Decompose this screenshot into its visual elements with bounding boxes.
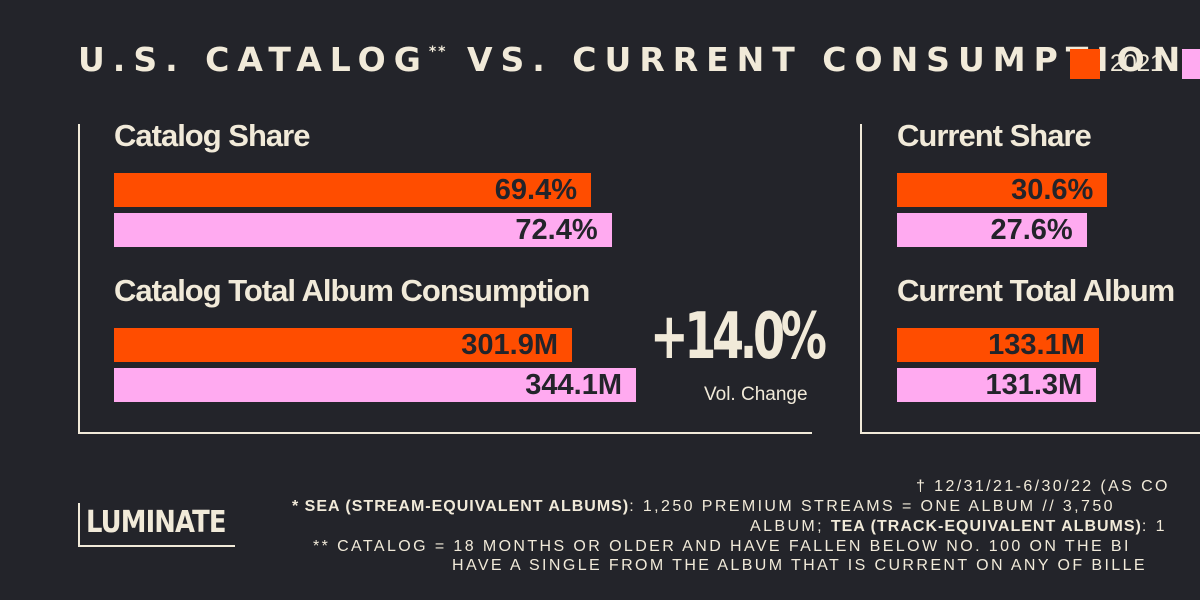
chart-title: U.S. CATALOG** VS. CURRENT CONSUMPTION	[78, 40, 1188, 79]
footnote-sea: * SEA (STREAM-EQUIVALENT ALBUMS): 1,250 …	[292, 498, 1115, 515]
current-consumption-title: Current Total Album	[897, 273, 1175, 308]
catalog-consumption-title: Catalog Total Album Consumption	[114, 273, 590, 308]
current-share-bar-label-2022: 27.6%	[990, 214, 1073, 246]
title-main: U.S. CATALOG	[78, 40, 429, 79]
footnote-current-definition: HAVE A SINGLE FROM THE ALBUM THAT IS CUR…	[452, 557, 1147, 574]
legend-swatch-2021	[1070, 49, 1100, 79]
footnote-tea: ALBUM; TEA (TRACK-EQUIVALENT ALBUMS): 1	[750, 518, 1167, 535]
luminate-logo: LUMINATE	[78, 503, 235, 547]
current-share-bar-label-2021: 30.6%	[1011, 174, 1094, 206]
footnote-date-range: † 12/31/21-6/30/22 (AS CO	[916, 478, 1170, 495]
volume-change-label: Vol. Change	[704, 384, 808, 405]
current-consumption-bar-2021: 133.1M	[897, 328, 1099, 362]
footnote-catalog-definition: ** CATALOG = 18 MONTHS OR OLDER AND HAVE…	[313, 538, 1131, 555]
title-rest: VS. CURRENT CONSUMPTION	[466, 40, 1189, 79]
current-panel	[860, 124, 1200, 434]
current-share-bar-2021: 30.6%	[897, 173, 1108, 207]
catalog-share-bar-2022: 72.4%	[114, 213, 612, 247]
volume-change-value: +14.0%	[650, 300, 827, 374]
catalog-consumption-bar-label-2022: 344.1M	[525, 369, 623, 401]
current-share-title: Current Share	[897, 118, 1092, 153]
title-marker: **	[428, 44, 448, 60]
current-consumption-bar-label-2021: 133.1M	[988, 329, 1085, 361]
catalog-consumption-bar-2022: 344.1M	[114, 368, 637, 402]
current-consumption-bar-label-2022: 131.3M	[985, 369, 1083, 401]
catalog-share-bar-label-2022: 72.4%	[515, 214, 598, 246]
legend-swatch-2022	[1182, 49, 1200, 79]
current-share-bar-2022: 27.6%	[897, 213, 1087, 247]
catalog-panel	[78, 124, 812, 434]
catalog-share-bar-2021: 69.4%	[114, 173, 591, 207]
legend-label-2021: 2021	[1110, 50, 1164, 77]
catalog-share-title: Catalog Share	[114, 118, 310, 153]
logo-text: LUMINATE	[86, 505, 227, 540]
catalog-consumption-bar-label-2021: 301.9M	[461, 329, 558, 361]
catalog-consumption-bar-2021: 301.9M	[114, 328, 572, 362]
catalog-share-bar-label-2021: 69.4%	[494, 174, 577, 206]
current-consumption-bar-2022: 131.3M	[897, 368, 1097, 402]
